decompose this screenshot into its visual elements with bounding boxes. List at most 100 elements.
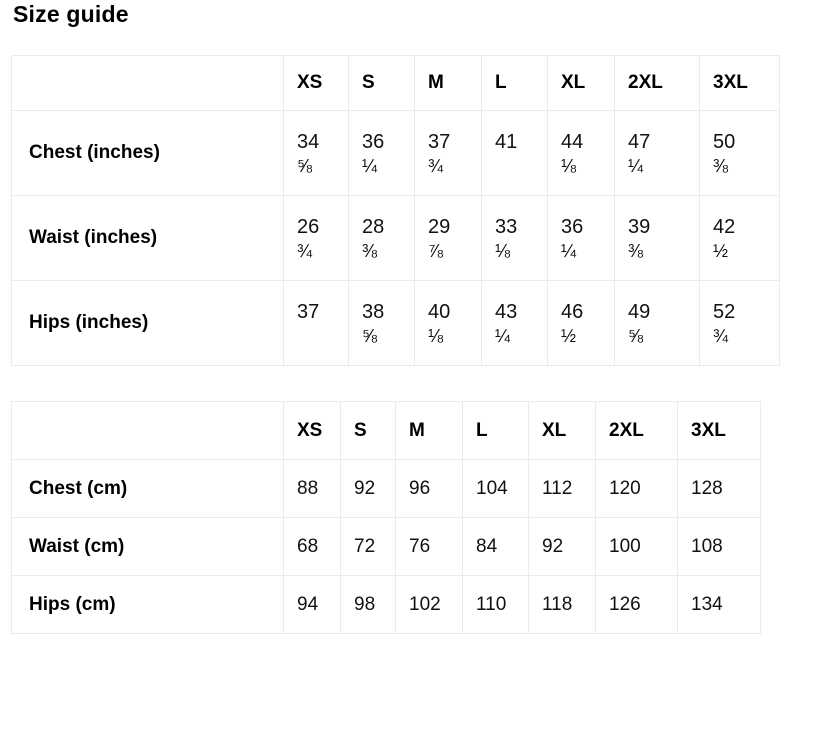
size-value-cell: 110 [462,575,529,634]
table-row: Waist (cm) 68 72 76 84 92 100 108 [11,517,761,576]
size-value-cell: 37 ¾ [414,110,482,196]
size-value-cell: 36 ¼ [547,195,615,281]
size-value-cell: 108 [677,517,761,576]
value-whole: 34 [297,131,320,153]
page-title: Size guide [13,1,129,27]
size-column-header-xl: XL [547,55,615,111]
row-label: Chest (inches) [11,110,284,196]
value-fraction: ⅛ [428,326,444,346]
value-fraction: ⅜ [362,241,378,261]
size-value-cell: 29 ⅞ [414,195,482,281]
size-column-header-3xl: 3XL [677,401,761,460]
value-fraction: ¾ [428,156,444,176]
value-whole: 44 [561,131,584,153]
value-fraction: ⅛ [495,241,511,261]
value-fraction: ⅞ [428,241,444,261]
row-label: Hips (cm) [11,575,284,634]
value-fraction: ½ [713,241,729,261]
size-value-cell: 49 ⅝ [614,280,700,366]
size-value-cell: 46 ½ [547,280,615,366]
value-whole: 50 [713,131,736,153]
corner-cell [11,55,284,111]
value-fraction: ⅜ [628,241,644,261]
size-value-cell: 41 [481,110,548,196]
size-value-cell: 50 ⅜ [699,110,780,196]
size-column-header-3xl: 3XL [699,55,780,111]
size-value-cell: 94 [283,575,341,634]
size-value-cell: 68 [283,517,341,576]
value-fraction [297,325,348,347]
size-table-cm: XS S M L XL 2XL 3XL Chest (cm) 88 92 96 104 112 120 1… [11,401,761,634]
value-whole: 33 [495,216,518,238]
value-fraction: ¼ [495,326,511,346]
value-fraction: ⅝ [628,326,644,346]
value-whole: 41 [495,131,518,153]
size-value-cell: 52 ¾ [699,280,780,366]
header-row: XS S M L XL 2XL 3XL [11,401,761,460]
size-column-header-l: L [462,401,529,460]
value-whole: 49 [628,301,651,323]
value-whole: 40 [428,301,451,323]
size-value-cell: 84 [462,517,529,576]
value-fraction: ⅝ [362,326,378,346]
value-whole: 29 [428,216,451,238]
value-fraction: ¾ [713,326,729,346]
value-whole: 37 [428,131,451,153]
size-value-cell: 128 [677,459,761,518]
row-label: Chest (cm) [11,459,284,518]
size-value-cell: 43 ¼ [481,280,548,366]
value-whole: 47 [628,131,651,153]
size-value-cell: 92 [340,459,396,518]
size-value-cell: 104 [462,459,529,518]
value-fraction: ⅝ [297,156,313,176]
value-fraction: ¾ [297,241,313,261]
size-column-header-2xl: 2XL [595,401,678,460]
size-value-cell: 72 [340,517,396,576]
size-value-cell: 126 [595,575,678,634]
size-column-header-s: S [348,55,415,111]
size-value-cell: 88 [283,459,341,518]
size-value-cell: 44 ⅛ [547,110,615,196]
size-value-cell: 76 [395,517,463,576]
size-table-inches: XS S M L XL 2XL 3XL Chest (inches) 34 ⅝ 36 ¼ 37 ¾ 41 4… [11,55,780,366]
size-value-cell: 40 ⅛ [414,280,482,366]
size-column-header-m: M [395,401,463,460]
value-fraction: ⅛ [561,156,577,176]
value-fraction [495,155,547,177]
value-fraction: ⅜ [713,156,729,176]
table-row: Hips (cm) 94 98 102 110 118 126 134 [11,575,761,634]
value-whole: 26 [297,216,320,238]
size-value-cell: 100 [595,517,678,576]
value-whole: 46 [561,301,584,323]
table-row: Waist (inches) 26 ¾ 28 ⅜ 29 ⅞ 33 ⅛ 36 ¼ 39 ⅜ 42 ½ [11,195,780,281]
size-column-header-s: S [340,401,396,460]
value-fraction: ¼ [561,241,577,261]
value-whole: 38 [362,301,385,323]
value-whole: 39 [628,216,651,238]
size-value-cell: 37 [283,280,349,366]
corner-cell [11,401,284,460]
value-fraction: ¼ [362,156,378,176]
size-value-cell: 120 [595,459,678,518]
table-row: Chest (cm) 88 92 96 104 112 120 128 [11,459,761,518]
size-column-header-m: M [414,55,482,111]
value-whole: 52 [713,301,736,323]
size-value-cell: 98 [340,575,396,634]
size-value-cell: 134 [677,575,761,634]
size-value-cell: 47 ¼ [614,110,700,196]
table-row: Hips (inches) 37 38 ⅝ 40 ⅛ 43 ¼ 46 ½ 49 ⅝ 52 ¾ [11,280,780,366]
size-value-cell: 42 ½ [699,195,780,281]
value-whole: 36 [362,131,385,153]
size-value-cell: 38 ⅝ [348,280,415,366]
size-column-header-xs: XS [283,55,349,111]
header-row: XS S M L XL 2XL 3XL [11,55,780,111]
size-value-cell: 26 ¾ [283,195,349,281]
size-column-header-l: L [481,55,548,111]
size-value-cell: 39 ⅜ [614,195,700,281]
size-value-cell: 92 [528,517,596,576]
size-column-header-xs: XS [283,401,341,460]
size-value-cell: 34 ⅝ [283,110,349,196]
size-column-header-2xl: 2XL [614,55,700,111]
table-row: Chest (inches) 34 ⅝ 36 ¼ 37 ¾ 41 44 ⅛ 47 ¼ 50 ⅜ [11,110,780,196]
value-fraction: ½ [561,326,577,346]
